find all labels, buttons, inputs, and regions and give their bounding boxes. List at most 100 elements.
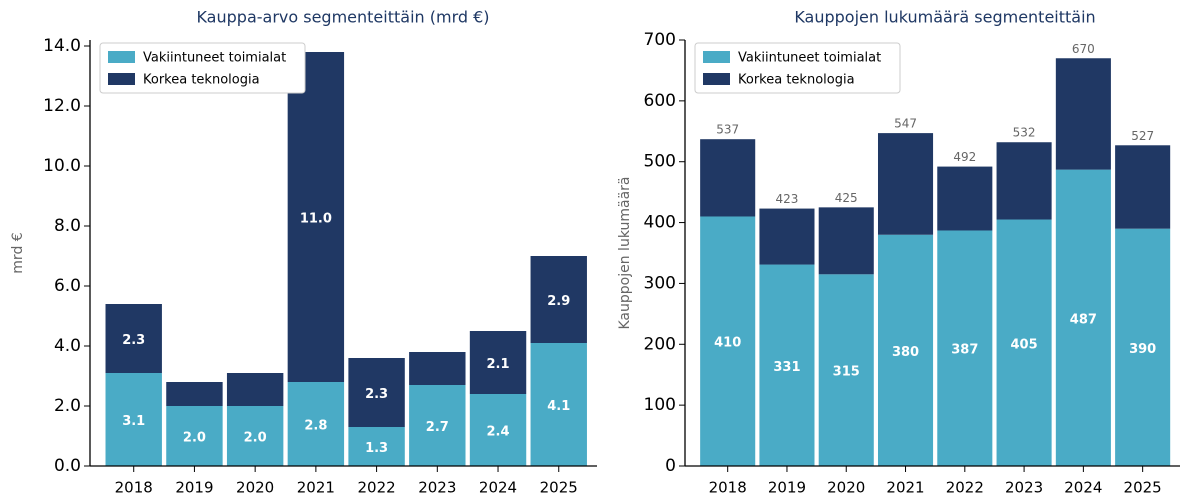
bar-segment — [1055, 58, 1111, 170]
x-tick-label: 2025 — [1124, 479, 1162, 494]
x-tick-label: 2021 — [886, 479, 924, 494]
y-tick-label: 2.0 — [54, 396, 81, 416]
data-label: 2.7 — [426, 420, 449, 435]
data-label: 4.1 — [547, 399, 570, 414]
bar-segment — [877, 234, 934, 466]
legend-box — [694, 42, 901, 94]
data-label: 11.0 — [300, 212, 332, 227]
x-tick-label: 2024 — [479, 479, 517, 494]
x-tick-label: 2019 — [175, 479, 213, 494]
bar-segment — [1115, 228, 1171, 466]
chart-title: Kauppa-arvo segmenteittäin (mrd €) — [196, 8, 489, 27]
legend-swatch — [108, 51, 135, 63]
total-label: 425 — [835, 191, 858, 205]
data-label: 2.0 — [183, 431, 206, 446]
x-tick-label: 2020 — [236, 479, 274, 494]
bar-segment — [469, 394, 527, 466]
data-label: 1.3 — [365, 441, 388, 456]
bar-segment — [818, 274, 874, 466]
bar-segment — [166, 382, 223, 406]
legend-label: Korkea teknologia — [143, 73, 260, 88]
y-tick-label: 6.0 — [54, 276, 81, 296]
y-tick-label: 14.0 — [43, 36, 81, 56]
data-label: 2.0 — [244, 431, 267, 446]
y-tick-label: 100 — [644, 395, 676, 415]
data-label: 410 — [714, 336, 741, 351]
total-label: 423 — [776, 192, 799, 206]
total-label: 537 — [716, 123, 739, 137]
total-label: 492 — [953, 150, 976, 164]
bar-segment — [1115, 145, 1171, 229]
y-tick-label: 10.0 — [43, 156, 81, 176]
data-label: 380 — [892, 345, 919, 360]
bar-segment — [937, 230, 993, 466]
bar-segment — [996, 142, 1052, 220]
legend-label: Vakiintuneet toimialat — [738, 51, 881, 66]
total-label: 527 — [1131, 129, 1154, 143]
bar-segment — [226, 406, 284, 466]
y-axis-label: mrd € — [10, 232, 26, 273]
x-tick-label: 2023 — [1005, 479, 1043, 494]
y-tick-label: 400 — [644, 213, 676, 233]
y-tick-label: 500 — [644, 152, 676, 172]
legend-swatch — [703, 73, 730, 85]
bar-segment — [937, 166, 993, 231]
x-tick-label: 2019 — [768, 479, 806, 494]
legend-swatch — [108, 73, 135, 85]
data-label: 2.8 — [304, 419, 327, 434]
data-label: 2.3 — [122, 333, 145, 348]
total-label: 547 — [894, 117, 917, 131]
bar-segment — [700, 139, 756, 217]
data-label: 2.3 — [365, 387, 388, 402]
bar-segment — [759, 264, 815, 466]
bar-segment — [700, 216, 756, 466]
bar-segment — [105, 373, 162, 466]
bar-segment — [348, 358, 405, 427]
bar-segment — [409, 352, 466, 385]
y-tick-label: 4.0 — [54, 336, 81, 356]
y-tick-label: 200 — [644, 334, 676, 354]
bar-segment — [759, 208, 815, 265]
bar-segment — [226, 373, 284, 406]
legend-swatch — [703, 51, 730, 63]
y-tick-label: 0 — [665, 456, 676, 476]
data-label: 2.1 — [487, 357, 510, 372]
data-label: 331 — [773, 360, 800, 375]
bar-segment — [996, 219, 1052, 466]
x-tick-label: 2022 — [357, 479, 395, 494]
bar-segment — [166, 406, 223, 466]
data-label: 390 — [1129, 342, 1156, 357]
total-label: 532 — [1013, 126, 1036, 140]
x-tick-label: 2018 — [115, 479, 153, 494]
legend-label: Korkea teknologia — [738, 73, 855, 88]
y-tick-label: 600 — [644, 91, 676, 111]
data-label: 387 — [951, 343, 978, 358]
bar-segment — [530, 256, 587, 343]
legend-label: Vakiintuneet toimialat — [143, 51, 286, 66]
x-tick-label: 2025 — [540, 479, 578, 494]
data-label: 487 — [1070, 312, 1097, 327]
x-tick-label: 2023 — [418, 479, 456, 494]
bar-segment — [530, 343, 587, 466]
data-label: 2.9 — [547, 294, 570, 309]
chart-title: Kauppojen lukumäärä segmenteittäin — [794, 8, 1095, 27]
y-tick-label: 300 — [644, 273, 676, 293]
x-tick-label: 2022 — [946, 479, 984, 494]
x-tick-label: 2020 — [827, 479, 865, 494]
x-tick-label: 2021 — [297, 479, 335, 494]
y-axis-label: Kauppojen lukumäärä — [617, 177, 633, 330]
y-tick-label: 700 — [644, 30, 676, 50]
bar-segment — [287, 382, 345, 466]
y-tick-label: 8.0 — [54, 216, 81, 236]
bar-segment — [287, 52, 345, 382]
bar-segment — [469, 331, 527, 394]
y-tick-label: 12.0 — [43, 96, 81, 116]
x-tick-label: 2024 — [1064, 479, 1102, 494]
data-label: 3.1 — [122, 414, 145, 429]
total-label: 670 — [1072, 42, 1095, 56]
bar-segment — [877, 133, 934, 235]
y-tick-label: 0.0 — [54, 456, 81, 476]
legend-box — [99, 42, 306, 94]
bar-segment — [348, 427, 405, 466]
